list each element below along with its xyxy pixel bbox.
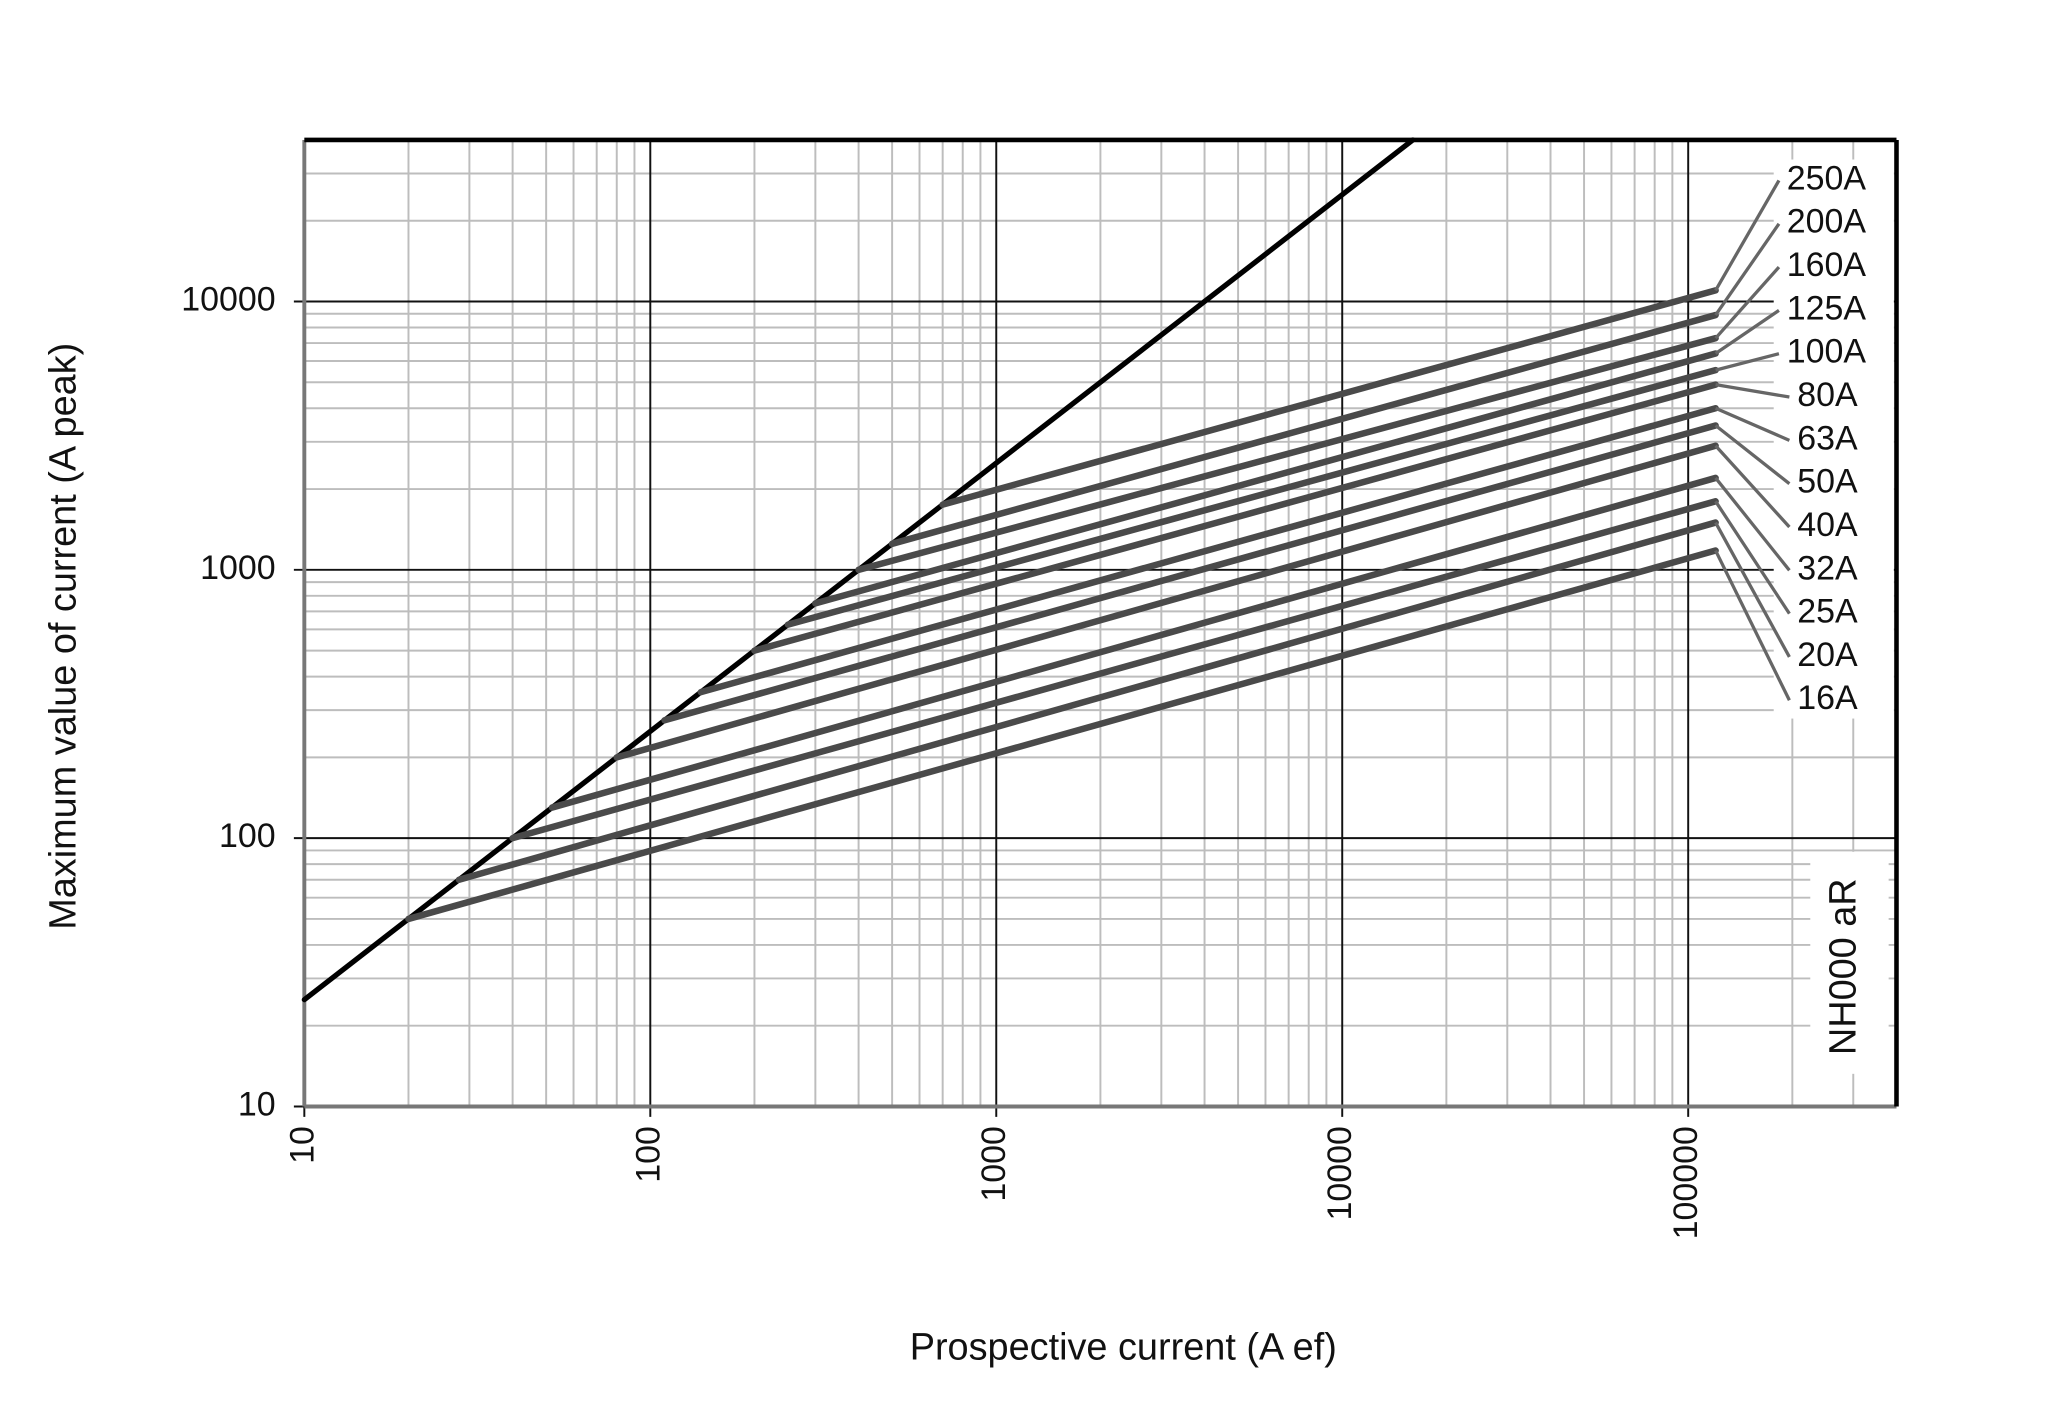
series-labels: 250A 200A 160A 125A 100A 80A 63A 50A 40A 32A 25A 20… <box>1714 159 1867 717</box>
series-label: 25A <box>1797 593 1858 631</box>
series-line <box>855 334 1719 574</box>
series-label: 50A <box>1797 463 1858 501</box>
series-label: 32A <box>1797 549 1858 587</box>
x-tick-label: 10000 <box>1321 1126 1359 1220</box>
annotation: NH000 aR <box>1823 878 1865 1055</box>
y-tick-label: 1000 <box>200 549 275 587</box>
series-label: 200A <box>1787 203 1867 241</box>
leader-line <box>1714 222 1781 317</box>
series-line <box>405 547 1719 923</box>
leader-line <box>1714 444 1791 529</box>
series-line <box>455 519 1719 883</box>
y-tick-label: 10000 <box>181 280 275 318</box>
series-line <box>784 366 1719 628</box>
y-tick-label: 100 <box>219 817 276 855</box>
series-label: 80A <box>1797 376 1858 414</box>
leader-line <box>1714 424 1791 485</box>
x-tick-label: 100000 <box>1667 1126 1705 1239</box>
series-line <box>661 422 1719 724</box>
series-label: 63A <box>1797 419 1858 457</box>
leader-line <box>1714 179 1781 292</box>
y-axis-title: Maximum value of current (A peak) <box>42 343 84 930</box>
plot <box>301 137 1719 1003</box>
series-label: 125A <box>1787 289 1867 327</box>
leader-line <box>1714 309 1780 355</box>
series-line <box>548 474 1719 811</box>
leader-line <box>1715 352 1780 372</box>
leader-line <box>1714 500 1791 615</box>
series-line <box>509 498 1719 842</box>
leader-line <box>1714 265 1781 340</box>
leader-line <box>1714 521 1791 658</box>
annotation-panel <box>1810 851 1889 1074</box>
series-line <box>751 381 1719 654</box>
series-label: 16A <box>1797 679 1858 717</box>
x-tick-label: 100 <box>629 1126 667 1183</box>
label-panel <box>1773 159 1894 719</box>
series-label: 160A <box>1787 246 1867 284</box>
series-label: 20A <box>1797 636 1858 674</box>
series-line <box>939 287 1719 508</box>
leader-line <box>1714 476 1791 572</box>
series-line <box>613 442 1719 761</box>
x-axis-title: Prospective current (A ef) <box>910 1326 1337 1368</box>
x-tick-label: 1000 <box>975 1126 1013 1202</box>
x-tick-label: 10 <box>283 1126 321 1164</box>
series-line <box>812 350 1719 607</box>
leader-line <box>1714 406 1791 442</box>
y-tick-label: 10 <box>238 1085 276 1123</box>
grid <box>293 137 1899 1117</box>
series-line <box>697 405 1719 696</box>
series-label: 40A <box>1797 506 1858 544</box>
series-label: 100A <box>1787 333 1867 371</box>
leader-line <box>1714 549 1791 701</box>
series-label: 250A <box>1787 159 1867 197</box>
series-line <box>888 311 1719 548</box>
leader-line <box>1715 383 1790 399</box>
